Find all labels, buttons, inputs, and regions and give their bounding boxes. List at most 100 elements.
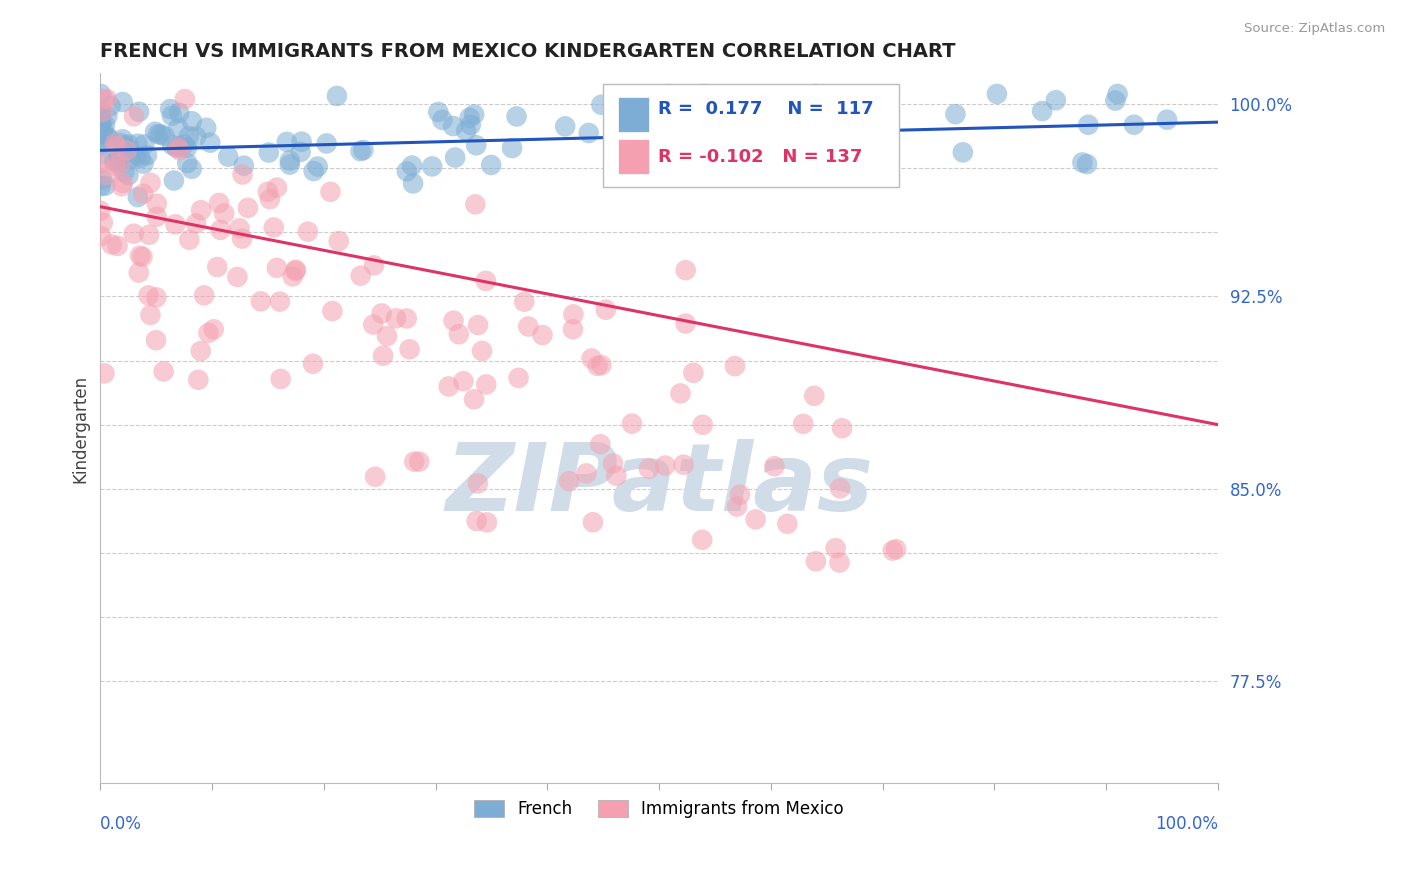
Point (370, 306, 392, 320)
Point (501, 141, 523, 155)
Point (408, 455, 430, 469)
Point (326, 89, 349, 103)
Point (475, 377, 498, 392)
Point (371, 349, 394, 363)
Point (231, 232, 253, 246)
Point (176, 141, 198, 155)
Point (90, 138, 112, 153)
Point (586, 359, 609, 373)
Point (458, 111, 481, 125)
Point (207, 260, 229, 274)
Point (744, 512, 766, 526)
Point (349, 144, 371, 158)
Point (578, 126, 600, 140)
Point (138, 227, 160, 242)
Point (266, 180, 288, 194)
Point (90, 87, 112, 101)
Point (128, 266, 150, 280)
Point (91, 105, 114, 120)
Point (184, 217, 207, 231)
Point (1107, 87, 1129, 101)
Point (437, 379, 460, 393)
Point (284, 264, 307, 278)
Point (463, 107, 485, 121)
Point (180, 161, 202, 176)
Point (94, 168, 117, 182)
Text: Source: ZipAtlas.com: Source: ZipAtlas.com (1244, 22, 1385, 36)
Point (602, 457, 624, 471)
Point (180, 114, 202, 128)
Point (307, 160, 329, 174)
Point (554, 120, 576, 134)
Point (276, 135, 298, 149)
Point (882, 543, 904, 558)
Point (91, 216, 114, 230)
Point (531, 328, 554, 343)
Point (1045, 93, 1067, 107)
Point (132, 156, 155, 170)
Point (447, 327, 470, 342)
Point (89, 203, 111, 218)
Point (456, 124, 478, 138)
Point (111, 176, 134, 190)
Point (427, 105, 450, 120)
Point (605, 468, 627, 483)
Point (208, 196, 231, 211)
Point (669, 386, 692, 401)
Point (395, 164, 418, 178)
Point (89, 114, 111, 128)
Point (114, 147, 136, 161)
Point (143, 125, 166, 139)
Point (575, 467, 598, 481)
Point (1104, 94, 1126, 108)
Point (828, 556, 851, 570)
Text: 0.0%: 0.0% (100, 815, 142, 833)
Point (129, 151, 152, 165)
Point (776, 516, 799, 531)
Point (269, 294, 291, 309)
Point (90, 107, 112, 121)
Point (112, 165, 135, 179)
Point (797, 132, 820, 146)
Point (675, 317, 697, 331)
Point (302, 164, 325, 178)
Point (167, 121, 190, 136)
Point (136, 148, 159, 162)
Point (467, 476, 489, 491)
Point (278, 158, 301, 172)
Text: R = -0.102   N = 137: R = -0.102 N = 137 (658, 148, 862, 167)
Point (1031, 104, 1053, 119)
Point (479, 158, 502, 172)
Point (505, 110, 527, 124)
Point (125, 149, 148, 163)
Point (562, 307, 585, 321)
Point (471, 343, 494, 358)
Point (152, 364, 174, 378)
Point (104, 159, 127, 173)
Point (256, 185, 278, 199)
Point (90, 229, 112, 244)
Point (792, 417, 814, 431)
Point (638, 461, 661, 475)
Point (127, 190, 149, 204)
Point (105, 139, 128, 153)
Point (111, 132, 134, 146)
Point (682, 366, 704, 380)
Point (804, 87, 827, 101)
Point (176, 156, 198, 170)
Point (108, 157, 131, 171)
Legend: French, Immigrants from Mexico: French, Immigrants from Mexico (468, 793, 851, 825)
Bar (617, 97, 650, 132)
Point (236, 201, 259, 215)
Point (90, 179, 112, 194)
Point (114, 139, 136, 153)
Point (226, 269, 249, 284)
Point (217, 150, 239, 164)
Point (132, 186, 155, 201)
Point (97, 131, 120, 145)
Point (692, 417, 714, 432)
Point (169, 143, 191, 157)
Point (444, 151, 467, 165)
Point (195, 120, 218, 135)
Point (104, 136, 127, 151)
